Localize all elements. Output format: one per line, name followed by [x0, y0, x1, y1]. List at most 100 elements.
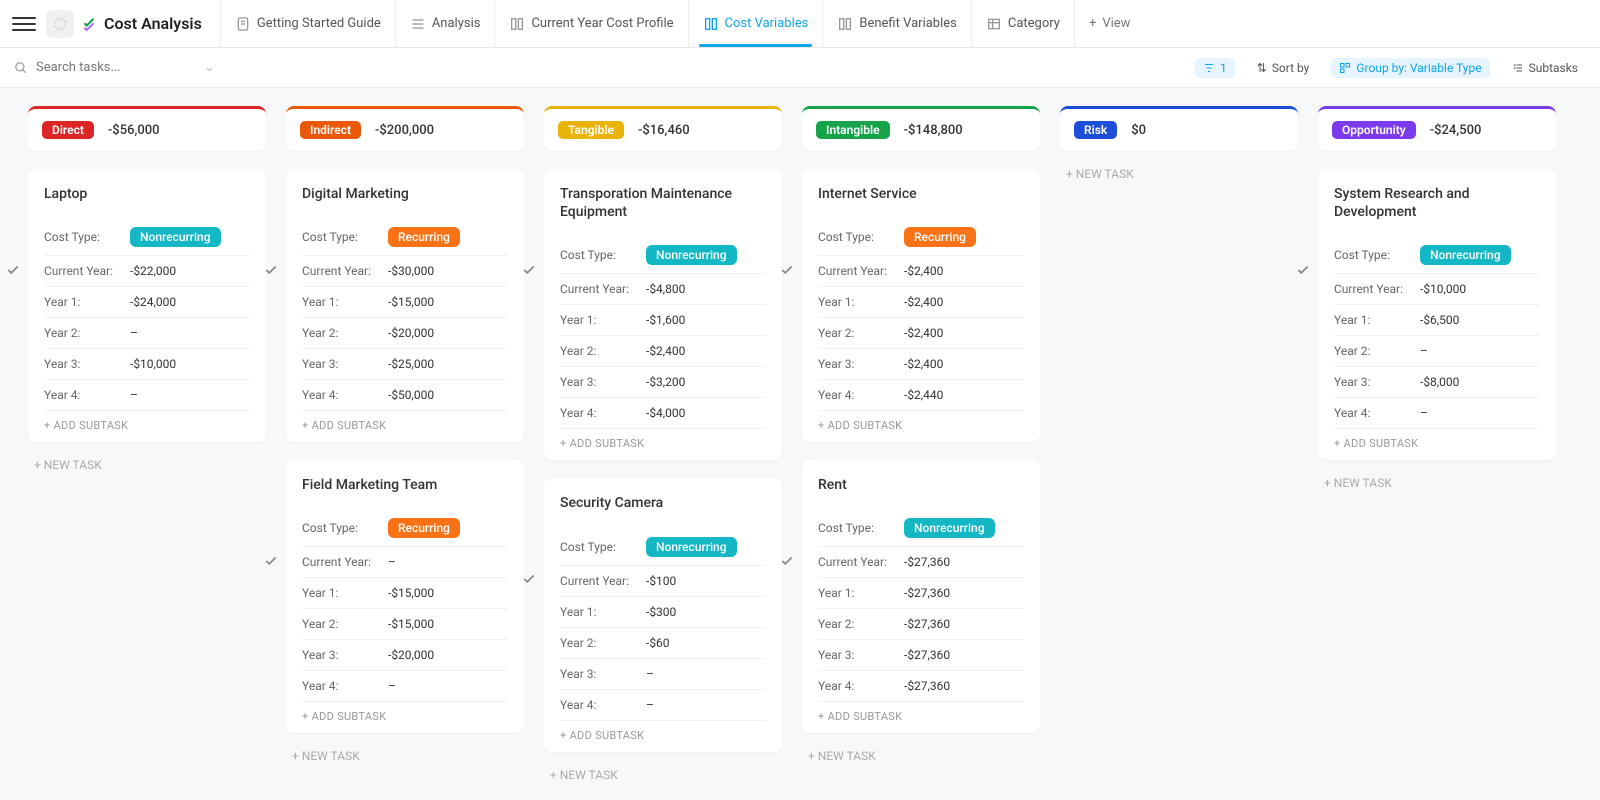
card-row: Year 2:-$60	[560, 628, 766, 659]
search-input[interactable]	[36, 60, 176, 75]
task-card[interactable]: RentCost Type:NonrecurringCurrent Year:-…	[802, 460, 1040, 733]
cost-type-chip[interactable]: Recurring	[904, 227, 976, 247]
add-subtask-button[interactable]: + ADD SUBTASK	[44, 419, 250, 432]
cost-type-chip[interactable]: Recurring	[388, 518, 460, 538]
card-row: Cost Type:Nonrecurring	[560, 237, 766, 274]
card-row: Year 1:-$300	[560, 597, 766, 628]
tab-category[interactable]: Category	[971, 0, 1074, 47]
task-card[interactable]: Field Marketing TeamCost Type:RecurringC…	[286, 460, 524, 733]
add-subtask-button[interactable]: + ADD SUBTASK	[1334, 437, 1540, 450]
row-label: Year 4:	[560, 698, 646, 712]
row-label: Year 2:	[302, 326, 388, 340]
card-row: Cost Type:Recurring	[302, 510, 508, 547]
row-label: Current Year:	[818, 264, 904, 278]
cost-type-chip[interactable]: Nonrecurring	[1420, 245, 1511, 265]
page-title: Cost Analysis	[104, 14, 202, 33]
column-header[interactable]: Direct-$56,000	[28, 106, 266, 151]
groupby-label: Group by: Variable Type	[1356, 61, 1481, 75]
tab-cost-variables[interactable]: Cost Variables	[688, 0, 823, 47]
cost-type-chip[interactable]: Nonrecurring	[130, 227, 221, 247]
cost-type-chip[interactable]: Recurring	[388, 227, 460, 247]
card-title: Security Camera	[560, 494, 766, 512]
chevron-down-icon[interactable]: ⌄	[204, 60, 215, 75]
check-icon	[1296, 263, 1310, 277]
check-icon	[6, 263, 20, 277]
column-header[interactable]: Tangible-$16,460	[544, 106, 782, 151]
card-row: Year 4:-$27,360	[818, 671, 1024, 702]
row-value: -$2,400	[904, 357, 943, 371]
card-row: Year 1:-$15,000	[302, 578, 508, 609]
card-row: Year 1:-$6,500	[1334, 305, 1540, 336]
new-task-button[interactable]: + NEW TASK	[1318, 476, 1556, 490]
card-row: Year 4:-$50,000	[302, 380, 508, 411]
add-subtask-button[interactable]: + ADD SUBTASK	[818, 710, 1024, 723]
add-subtask-button[interactable]: + ADD SUBTASK	[302, 710, 508, 723]
new-task-button[interactable]: + NEW TASK	[802, 749, 1040, 763]
row-value: -$22,000	[130, 264, 176, 278]
add-subtask-button[interactable]: + ADD SUBTASK	[560, 437, 766, 450]
cost-type-chip[interactable]: Nonrecurring	[904, 518, 995, 538]
column-header[interactable]: Intangible-$148,800	[802, 106, 1040, 151]
row-value: -$27,360	[904, 555, 950, 569]
column-header[interactable]: Risk $0	[1060, 106, 1298, 151]
search-box[interactable]: ⌄	[14, 60, 215, 75]
add-view-button[interactable]: + View	[1074, 0, 1145, 47]
task-card[interactable]: Transporation Maintenance EquipmentCost …	[544, 169, 782, 460]
task-card[interactable]: Internet ServiceCost Type:RecurringCurre…	[802, 169, 1040, 442]
cost-type-chip[interactable]: Nonrecurring	[646, 537, 737, 557]
column-header[interactable]: Opportunity-$24,500	[1318, 106, 1556, 151]
card-row: Year 2:-$15,000	[302, 609, 508, 640]
new-task-button[interactable]: + NEW TASK	[1060, 167, 1298, 181]
add-subtask-button[interactable]: + ADD SUBTASK	[560, 729, 766, 742]
row-label: Current Year:	[1334, 282, 1420, 296]
app-loading-icon[interactable]	[46, 10, 74, 38]
row-value: –	[646, 667, 654, 681]
tab-analysis[interactable]: Analysis	[395, 0, 495, 47]
sort-button[interactable]: ⇅ Sort by	[1249, 58, 1318, 78]
tab-label: Cost Variables	[725, 16, 809, 31]
row-value: -$3,200	[646, 375, 685, 389]
task-card[interactable]: System Research and DevelopmentCost Type…	[1318, 169, 1556, 460]
new-task-button[interactable]: + NEW TASK	[286, 749, 524, 763]
filter-button[interactable]: 1	[1195, 58, 1235, 78]
row-label: Year 1:	[818, 586, 904, 600]
task-card[interactable]: Digital MarketingCost Type:RecurringCurr…	[286, 169, 524, 442]
add-subtask-button[interactable]: + ADD SUBTASK	[302, 419, 508, 432]
tab-label: Category	[1008, 16, 1060, 31]
card-row: Current Year:-$2,400	[818, 256, 1024, 287]
tab-current-year-cost-profile[interactable]: Current Year Cost Profile	[494, 0, 687, 47]
tab-getting-started-guide[interactable]: Getting Started Guide	[220, 0, 395, 47]
card-title: Rent	[818, 476, 1024, 494]
row-label: Cost Type:	[302, 230, 388, 244]
card-row: Cost Type:Nonrecurring	[560, 529, 766, 566]
card-row: Year 4:–	[44, 380, 250, 411]
row-value: -$6,500	[1420, 313, 1459, 327]
card-row: Year 2:-$27,360	[818, 609, 1024, 640]
column-badge: Risk	[1074, 121, 1117, 139]
column-total: $0	[1131, 123, 1146, 138]
cost-type-chip[interactable]: Nonrecurring	[646, 245, 737, 265]
task-card[interactable]: Security CameraCost Type:NonrecurringCur…	[544, 478, 782, 751]
card-row: Current Year:-$27,360	[818, 547, 1024, 578]
column-risk: Risk $0 + NEW TASK	[1060, 106, 1298, 181]
add-subtask-button[interactable]: + ADD SUBTASK	[818, 419, 1024, 432]
column-badge: Tangible	[558, 121, 624, 139]
row-label: Year 2:	[560, 344, 646, 358]
tab-benefit-variables[interactable]: Benefit Variables	[822, 0, 971, 47]
task-card[interactable]: LaptopCost Type:NonrecurringCurrent Year…	[28, 169, 266, 442]
column-header[interactable]: Indirect-$200,000	[286, 106, 524, 151]
row-label: Year 3:	[302, 357, 388, 371]
row-label: Year 4:	[560, 406, 646, 420]
groupby-button[interactable]: Group by: Variable Type	[1331, 58, 1489, 78]
column-intangible: Intangible-$148,800 Internet ServiceCost …	[802, 106, 1040, 763]
card-row: Year 1:-$1,600	[560, 305, 766, 336]
subtasks-button[interactable]: Subtasks	[1504, 58, 1586, 78]
menu-icon[interactable]	[12, 12, 36, 36]
row-label: Year 4:	[818, 679, 904, 693]
toolbar: ⌄ 1 ⇅ Sort by Group by: Variable Type Su…	[0, 48, 1600, 88]
row-value: -$20,000	[388, 648, 434, 662]
new-task-button[interactable]: + NEW TASK	[28, 458, 266, 472]
new-task-button[interactable]: + NEW TASK	[544, 768, 782, 782]
card-title: Digital Marketing	[302, 185, 508, 203]
column-badge: Indirect	[300, 121, 361, 139]
